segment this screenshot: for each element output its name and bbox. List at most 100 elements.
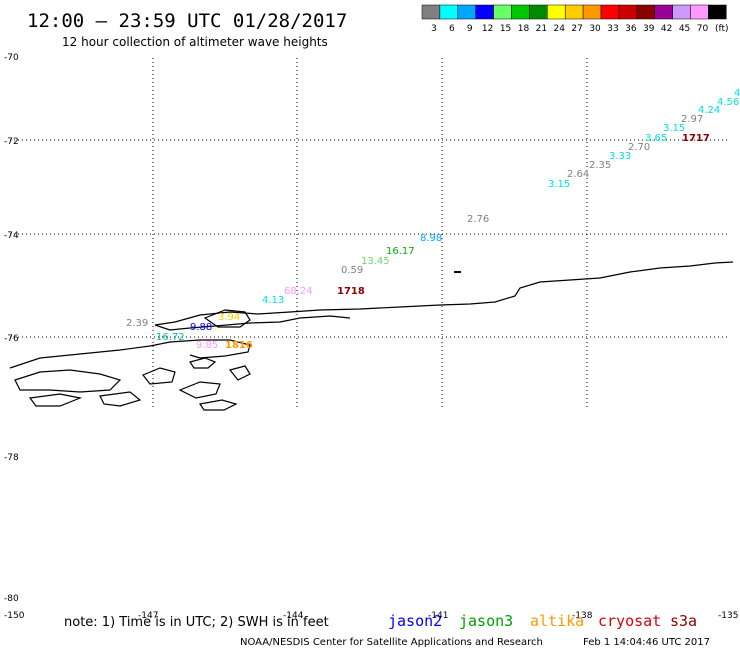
legend-swatch [654, 4, 673, 20]
legend-label: 21 [536, 24, 547, 34]
lon-label: -135 [718, 611, 738, 621]
legend-swatch [690, 4, 709, 20]
island [14, 369, 122, 393]
lon-label: -144 [283, 611, 304, 621]
legend-label: 18 [518, 24, 530, 34]
swh-observation: 1718 [337, 286, 365, 297]
legend-label: 15 [500, 24, 511, 34]
swh-observation: 16.17 [386, 246, 415, 257]
legend-swatch [708, 4, 727, 20]
island [99, 391, 142, 407]
island [189, 357, 217, 369]
legend-label: 24 [554, 24, 566, 34]
satellite-name: cryosat [598, 612, 661, 630]
legend-label: 30 [589, 24, 601, 34]
lat-label: -72 [4, 137, 19, 147]
legend-swatch [475, 4, 494, 20]
lat-label: -70 [4, 53, 19, 63]
swh-observation: 2.35 [589, 160, 611, 171]
swh-observation: 4 [734, 88, 740, 99]
observation-layer: 44.564.242.973.1517173.652.703.332.352.6… [126, 88, 740, 351]
swh-observation: 3.33 [609, 151, 631, 162]
legend-label: 6 [449, 24, 455, 34]
coastline-main [154, 261, 734, 326]
satellite-name: jason2 [388, 612, 442, 630]
legend-unit: (ft) [715, 24, 729, 34]
legend-swatch [547, 4, 566, 20]
legend-label: 33 [607, 24, 618, 34]
swh-observation: 16.72 [156, 332, 185, 343]
credit-line: NOAA/NESDIS Center for Satellite Applica… [240, 637, 543, 648]
island [178, 381, 221, 399]
legend-label: 12 [482, 24, 493, 34]
swh-observation: 4.56 [717, 97, 739, 108]
legend-label: 3 [431, 24, 437, 34]
legend-swatch [672, 4, 691, 20]
swh-observation: 3.94 [218, 312, 240, 323]
color-legend: 3 6 9 12 15 18 21 24 27 30 33 36 39 42 45 70 [421, 4, 727, 34]
swh-observation: 9.85 [196, 340, 218, 351]
swh-observation: 2.97 [681, 114, 703, 125]
swh-observation: 3.15 [548, 179, 570, 190]
generation-timestamp: Feb 1 14:04:46 UTC 2017 [583, 637, 710, 648]
island [198, 399, 238, 411]
legend-swatch [421, 4, 441, 20]
swh-observation: 68.24 [284, 286, 313, 297]
satellite-name: s3a [670, 612, 697, 630]
legend-swatch [457, 4, 476, 20]
swh-observation: 9.88 [190, 322, 212, 333]
legend-swatch [636, 4, 655, 20]
satellite-name: jason3 [459, 612, 513, 630]
island [142, 367, 176, 385]
page-subtitle: 12 hour collection of altimeter wave hei… [62, 35, 328, 49]
swh-observation: 1816 [225, 340, 253, 351]
swh-observation: 3.15 [663, 123, 685, 134]
swh-observation: 4.24 [698, 105, 720, 116]
coast-shelf [9, 339, 251, 369]
island [228, 365, 251, 381]
lon-label: -150 [4, 611, 25, 621]
lon-label: -138 [572, 611, 593, 621]
coastline [9, 261, 734, 411]
satellite-name: altika [530, 612, 584, 630]
page-title: 12:00 – 23:59 UTC 01/28/2017 [27, 10, 347, 32]
lon-label: -141 [428, 611, 448, 621]
legend-swatch [618, 4, 638, 20]
lat-label: -80 [4, 594, 19, 604]
lat-label: -76 [4, 334, 19, 344]
swh-observation: 0.59 [341, 265, 363, 276]
legend-label: 9 [467, 24, 473, 34]
legend-label: 27 [571, 24, 582, 34]
graticule [10, 58, 730, 408]
swh-observation: 8.98 [420, 233, 442, 244]
island [28, 393, 83, 407]
swh-observation: 13.45 [361, 256, 390, 267]
legend-swatch [529, 4, 548, 20]
legend-label: 36 [625, 24, 637, 34]
legend-label: 70 [697, 24, 709, 34]
legend-swatch [511, 4, 530, 20]
lon-label: -147 [138, 611, 158, 621]
footer-note: note: 1) Time is in UTC; 2) SWH is in fe… [64, 615, 329, 630]
swh-observation: 2.70 [628, 142, 650, 153]
legend-swatch [582, 4, 602, 20]
legend-swatch [564, 4, 584, 20]
lat-label: -74 [4, 231, 19, 241]
swh-observation: 3.65 [645, 133, 667, 144]
satellite-legend: jason2 jason3 altika cryosat s3a [388, 612, 697, 630]
ice-shelf-outline [203, 309, 251, 328]
swh-observation: 1717 [682, 133, 710, 144]
coastline-lower [154, 315, 351, 331]
legend-label: 39 [643, 24, 655, 34]
legend-swatch [439, 4, 459, 20]
swh-observation: 4.13 [262, 295, 284, 306]
legend-label: 42 [661, 24, 672, 34]
swh-observation: 2.64 [567, 169, 589, 180]
legend-swatch [493, 4, 512, 20]
lat-label: -78 [4, 453, 19, 463]
swh-observation: 2.39 [126, 318, 148, 329]
swh-observation: 2.76 [467, 214, 489, 225]
legend-label: 45 [679, 24, 690, 34]
legend-swatch [600, 4, 620, 20]
